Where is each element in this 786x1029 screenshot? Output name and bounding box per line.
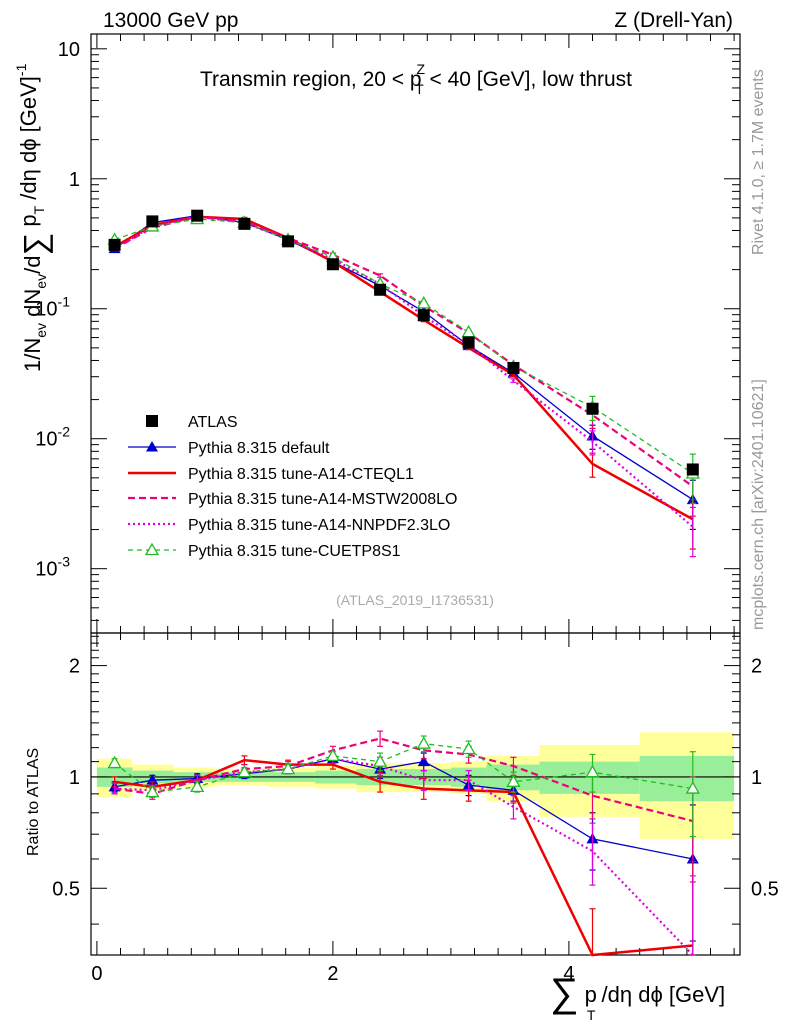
ratio-marker-cuetp8s1-3	[237, 764, 252, 778]
atlas-point-0	[108, 238, 121, 251]
legend-label-cuetp8s1: Pythia 8.315 tune-CUETP8S1	[188, 543, 401, 560]
ratio-line-nnpdf	[114, 757, 694, 956]
legend-marker-default	[146, 441, 158, 452]
y-title-p9: -1	[13, 63, 29, 76]
main-line-default	[114, 215, 694, 501]
atlas-point-2	[191, 209, 204, 222]
y-axis-title-ratio: Ratio to ATLAS	[25, 748, 42, 856]
y-title-p3: ev	[33, 274, 49, 289]
ratio-marker-cuetp8s1-7	[416, 736, 431, 749]
y-ratio-tick-label-right-2: 2	[751, 656, 762, 678]
atlas-data-points	[108, 209, 699, 476]
y-title-p8: /dη dϕ [GeV]	[16, 76, 41, 206]
y-ratio-tick-label-right-0: 0.5	[751, 878, 779, 900]
legend-label-nnpdf: Pythia 8.315 tune-A14-NNPDF2.3LO	[188, 517, 450, 534]
atlas-point-9	[507, 362, 520, 375]
region-title-sup: Z	[417, 61, 426, 77]
y-axis-title-main: 1/Nev dNev/d∑ pT /dη dϕ [GeV]-1	[13, 63, 53, 372]
y-main-tick-label-2: 10-1	[35, 294, 70, 321]
y-main-tick-label-0: 10-3	[35, 554, 70, 581]
ratio-marker-cuetp8s1-5	[325, 748, 341, 762]
x-title-p1: p	[579, 982, 597, 1007]
y-title-p5: ∑	[17, 233, 53, 256]
ratio-marker-cuetp8s1-0	[107, 755, 122, 769]
y-ratio-tick-label-left-2: 2	[69, 656, 80, 678]
legend-label-default: Pythia 8.315 default	[188, 440, 330, 457]
y-main-tick-exp: -1	[58, 294, 71, 310]
y-ratio-tick-label-left-0: 0.5	[52, 878, 80, 900]
y-ratio-tick-label-left-1: 1	[69, 767, 80, 789]
ratio-line-cuetp8s1	[114, 743, 693, 793]
y-main-tick-base: 1	[69, 169, 80, 191]
energy-label: 13000 GeV pp	[103, 9, 238, 32]
y-main-tick-label-4: 10	[58, 39, 80, 61]
atlas-point-5	[326, 258, 339, 271]
atlas-point-11	[686, 463, 699, 476]
legend-label-cteql1: Pythia 8.315 tune-A14-CTEQL1	[188, 466, 414, 483]
region-title-a: Transmin region, 20 < p	[200, 68, 422, 91]
atlas-point-7	[417, 309, 430, 322]
atlas-point-8	[462, 336, 475, 349]
y-title-p7: T	[31, 205, 47, 214]
x-tick-label-0: 0	[91, 963, 102, 985]
ratio-marker-cuetp8s1-1	[145, 784, 160, 798]
atlas-point-6	[374, 283, 387, 296]
y-main-tick-label-3: 1	[69, 169, 80, 191]
mc-series	[107, 209, 700, 957]
main-line-cuetp8s1	[114, 218, 694, 475]
atlas-point-4	[282, 235, 295, 248]
ratio-marker-cuetp8s1-2	[190, 779, 205, 793]
x-title-p3: /dη dϕ [GeV]	[595, 982, 725, 1007]
x-title-p0: ∑	[550, 971, 579, 1015]
ratio-marker-cuetp8s1-8	[461, 741, 476, 755]
atlas-point-10	[586, 402, 599, 415]
x-tick-label-1: 2	[327, 963, 338, 985]
ratio-marker-cuetp8s1-6	[372, 754, 388, 767]
ratio-marker-cuetp8s1-4	[280, 761, 296, 775]
y-title-p0: 1/N	[20, 338, 45, 372]
legend-label-atlas: ATLAS	[188, 414, 238, 431]
atlas-point-1	[146, 215, 159, 228]
band-inner-10	[539, 761, 640, 794]
legend: ATLAS Pythia 8.315 default Pythia 8.315 …	[128, 414, 457, 560]
region-title-sub: T	[415, 81, 424, 97]
legend-label-mstw: Pythia 8.315 tune-A14-MSTW2008LO	[188, 491, 457, 508]
band-inner-11	[639, 755, 735, 802]
main-marker-cuetp8s1-7	[416, 296, 431, 309]
process-label: Z (Drell-Yan)	[614, 9, 733, 32]
x-title-p2: T	[587, 1007, 596, 1023]
y-main-tick-base: 10	[35, 559, 57, 581]
y-main-tick-exp: -2	[58, 424, 71, 440]
y-main-tick-label-1: 10-2	[35, 424, 70, 451]
rivet-note: Rivet 4.1.0, ≥ 1.7M events	[750, 69, 767, 255]
y-ratio-tick-label-right-1: 1	[751, 767, 762, 789]
ratio-marker-cuetp8s1-9	[506, 774, 521, 787]
region-title: Transmin region, 20 < pZ T < 40 [GeV], lo…	[200, 61, 632, 97]
y-main-tick-base: 10	[58, 39, 80, 61]
y-title-p4: /d	[20, 256, 45, 274]
region-title-b: < 40 [GeV], low thrust	[424, 68, 633, 91]
mcplots-note: mcplots.cern.ch [arXiv:2401.10621]	[750, 379, 767, 630]
legend-symbol-atlas	[146, 415, 158, 427]
atlas-point-3	[238, 217, 251, 230]
y-title-p6: p	[16, 214, 41, 232]
analysis-id: (ATLAS_2019_I1736531)	[336, 592, 494, 608]
y-main-tick-base: 10	[35, 299, 57, 321]
y-title-p2: dN	[20, 289, 45, 323]
y-main-tick-exp: -3	[58, 554, 71, 570]
main-marker-cuetp8s1-8	[461, 324, 476, 338]
y-main-tick-base: 10	[35, 429, 57, 451]
x-tick-label-2: 4	[563, 963, 574, 985]
y-title-p1: ev	[33, 323, 49, 338]
legend-marker-cuetp8s1	[144, 542, 160, 556]
ratio-marker-default-7	[417, 755, 430, 767]
ratio-line-default	[114, 758, 693, 860]
ratio-marker-cuetp8s1-10	[585, 764, 600, 778]
ratio-marker-cuetp8s1-11	[685, 781, 700, 794]
